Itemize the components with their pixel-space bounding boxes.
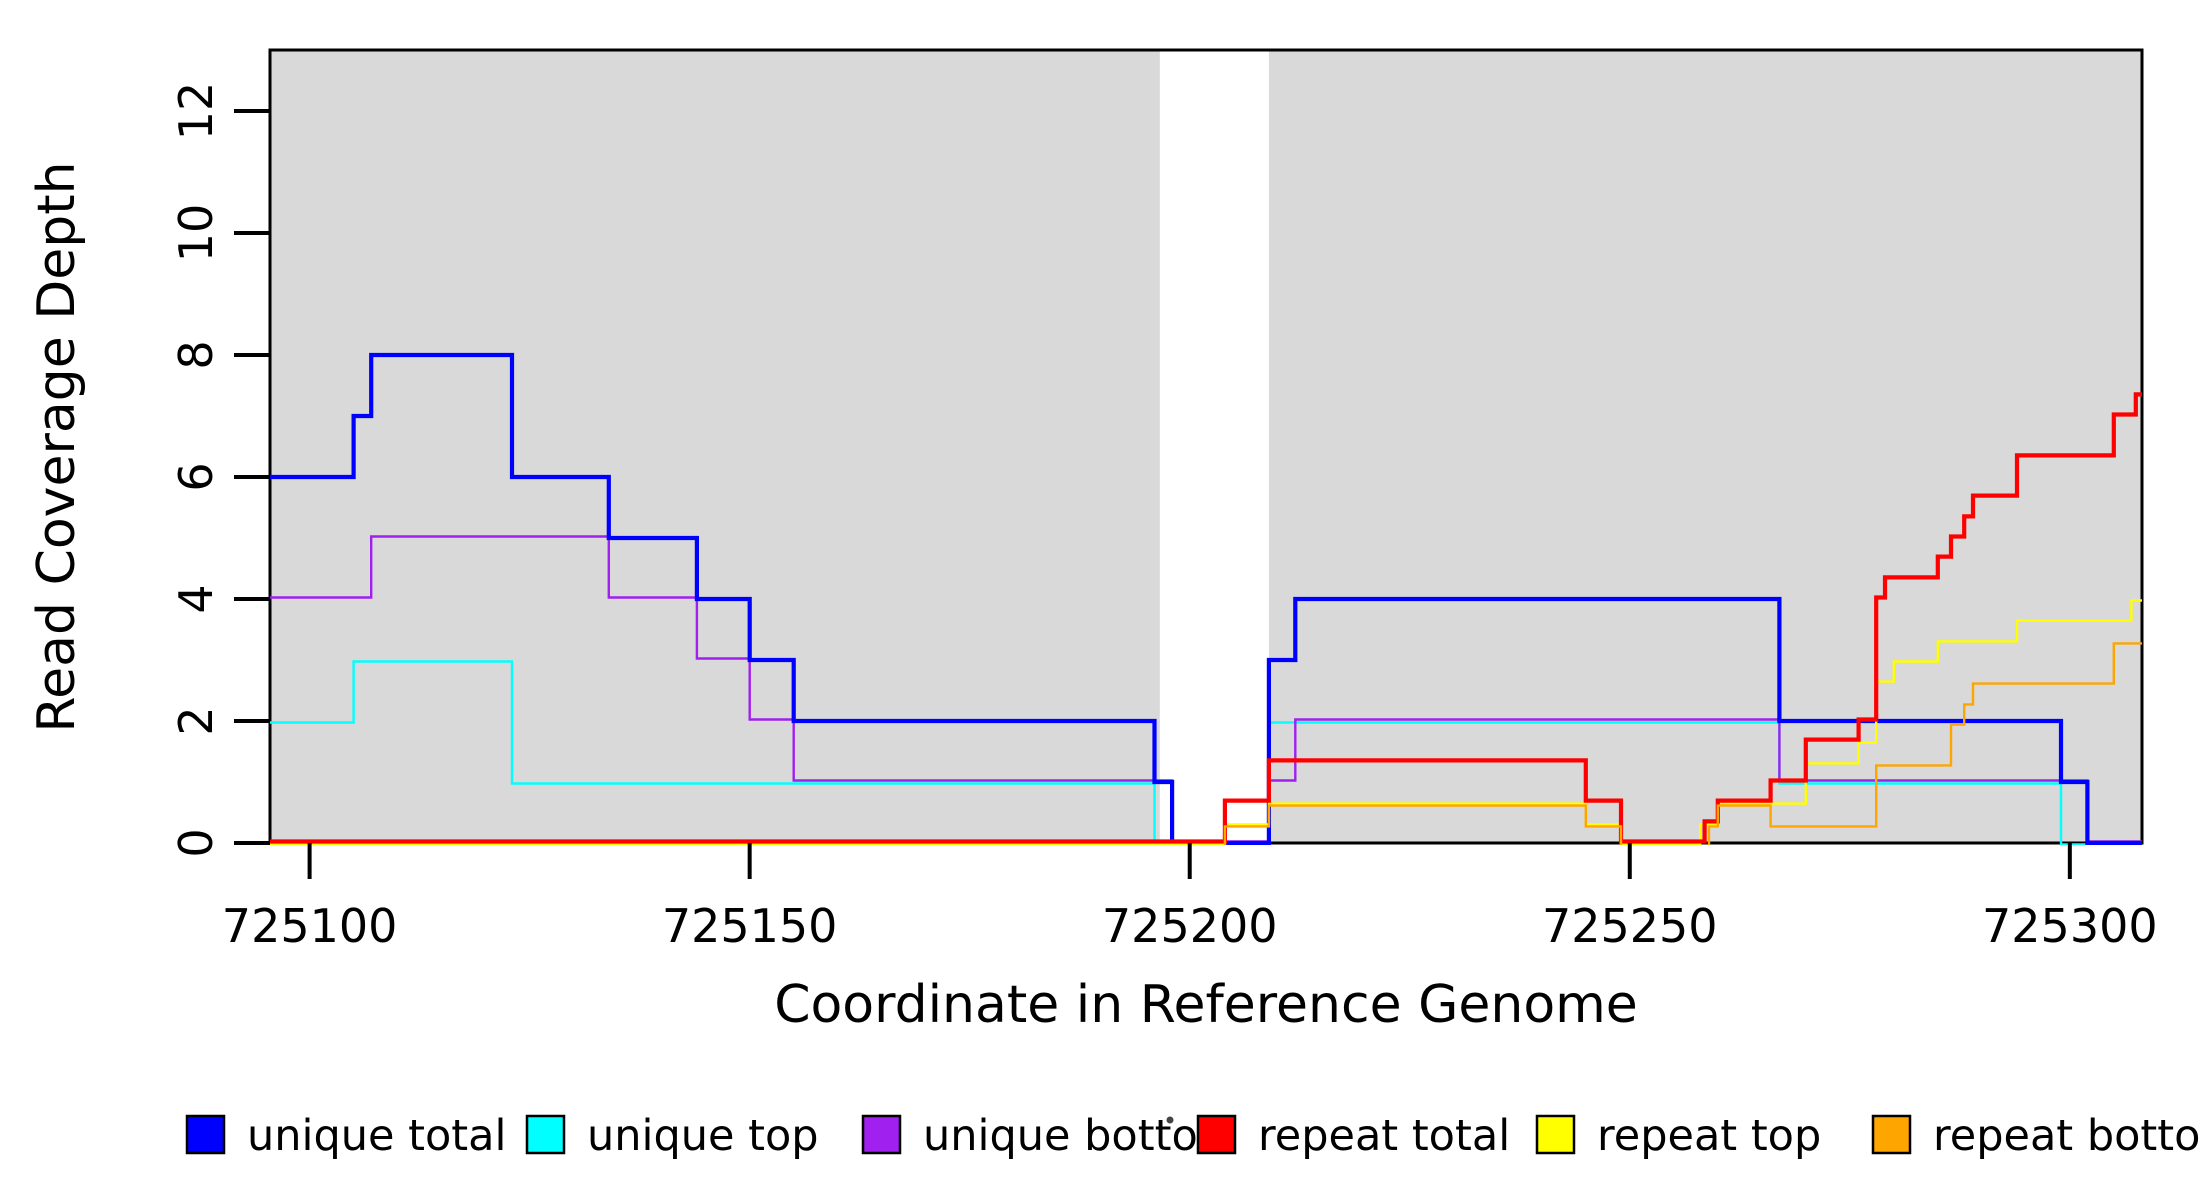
legend: unique total unique top unique bottom repea… xyxy=(185,1111,2200,1161)
legend-swatch-repeat-total xyxy=(1196,1114,1237,1155)
stray-dot xyxy=(1166,1116,1174,1124)
y-tick-label: 12 xyxy=(169,82,223,141)
legend-swatch-unique-total xyxy=(185,1114,226,1155)
legend-label-repeat-bottom: repeat bottom xyxy=(1933,1111,2200,1161)
legend-label-unique-top: unique top xyxy=(587,1111,819,1161)
x-tick-label: 725250 xyxy=(1542,899,1718,953)
legend-label-unique-total: unique total xyxy=(247,1111,506,1161)
series-line-unique-bottom xyxy=(270,535,2142,843)
y-tick-label: 10 xyxy=(169,204,223,263)
x-tick-label: 725200 xyxy=(1102,899,1278,953)
legend-swatch-unique-top xyxy=(525,1114,566,1155)
x-axis-ticks xyxy=(307,843,2072,879)
legend-swatch-unique-bottom xyxy=(861,1114,902,1155)
y-tick-label: 8 xyxy=(169,340,223,369)
y-tick-label: 2 xyxy=(169,706,223,735)
legend-label-repeat-total: repeat total xyxy=(1258,1111,1510,1161)
x-tick-label: 725100 xyxy=(222,899,398,953)
aligned-region-band xyxy=(270,50,1160,843)
series-line-unique-total xyxy=(270,352,2142,845)
x-axis-title: Coordinate in Reference Genome xyxy=(774,975,1638,1035)
x-tick-label: 725300 xyxy=(1982,899,2158,953)
legend-label-repeat-top: repeat top xyxy=(1597,1111,1821,1161)
legend-swatch-repeat-top xyxy=(1535,1114,1576,1155)
y-axis-title: Read Coverage Depth xyxy=(27,161,87,732)
y-tick-label: 4 xyxy=(169,584,223,613)
series-line-repeat-total xyxy=(270,392,2142,844)
x-tick-labels: 725100 725150 725200 725250 725300 xyxy=(222,899,2158,953)
series-lines xyxy=(270,352,2142,845)
y-tick-labels: 0 2 4 6 8 10 12 xyxy=(169,82,223,858)
y-tick-label: 0 xyxy=(169,828,223,857)
aligned-region-band xyxy=(1268,50,2142,843)
x-tick-label: 725150 xyxy=(662,899,838,953)
shaded-bands xyxy=(270,50,2142,843)
series-line-repeat-bottom xyxy=(1223,642,2142,845)
y-axis-ticks xyxy=(234,109,270,845)
legend-swatch-repeat-bottom xyxy=(1871,1114,1912,1155)
legend-label-unique-bottom: unique bottom xyxy=(923,1111,1240,1161)
y-tick-label: 6 xyxy=(169,462,223,491)
series-line-repeat-top xyxy=(270,599,2142,845)
